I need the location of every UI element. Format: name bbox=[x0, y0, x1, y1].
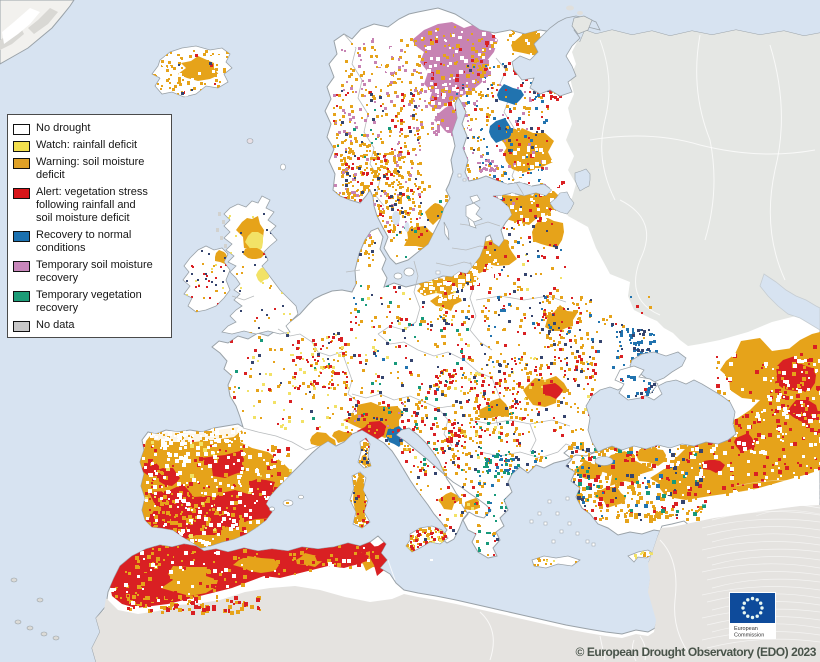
svg-text:European: European bbox=[734, 626, 758, 632]
svg-text:Commission: Commission bbox=[734, 633, 764, 639]
